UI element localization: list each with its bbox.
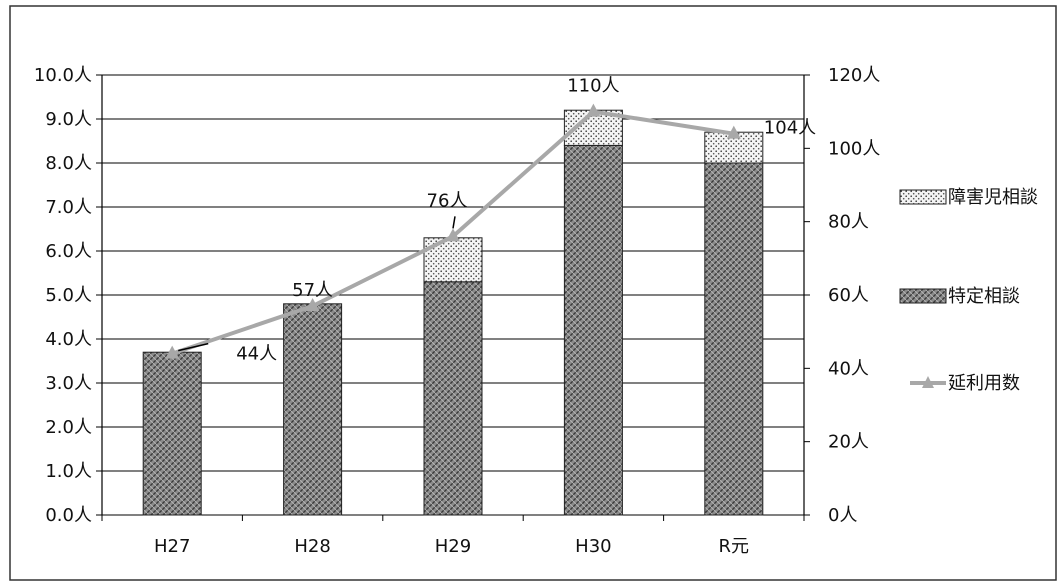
right-tick-label: 120人: [828, 65, 880, 86]
x-tick-label: H30: [575, 536, 611, 557]
left-tick-label: 8.0人: [45, 153, 92, 174]
left-axis: 0.0人 1.0人 2.0人 3.0人 4.0人 5.0人 6.0人 7.0人 8.0人 9.0人…: [34, 65, 102, 526]
left-tick-label: 2.0人: [45, 417, 92, 438]
legend-swatch-box: [899, 288, 947, 304]
data-label-leader: [452, 216, 456, 229]
right-tick-label: 20人: [828, 432, 869, 453]
x-axis: H27 H28 H29 H30 R元: [101, 515, 805, 557]
left-tick-label: 6.0人: [45, 241, 92, 262]
data-label: 104人: [764, 118, 816, 139]
bar-tokutei: [283, 303, 343, 516]
chart-border: [9, 5, 1057, 581]
bar-tokutei: [142, 351, 202, 516]
left-tick-label: 5.0人: [45, 285, 92, 306]
left-tick-label: 7.0人: [45, 197, 92, 218]
line-marker-triangle: [586, 103, 601, 117]
x-tick-label: H29: [435, 536, 471, 557]
line-marker-triangle: [726, 125, 741, 139]
line-series: [165, 103, 741, 359]
data-labels: 44人 57人 76人 110人 104人: [178, 76, 816, 365]
right-tick-label: 60人: [828, 285, 869, 306]
legend-label: 障害児相談: [948, 187, 1038, 208]
legend-swatch-box: [899, 189, 947, 205]
line-marker-triangle: [446, 228, 460, 242]
data-label: 57人: [292, 280, 333, 301]
right-axis: 0人 20人 40人 60人 80人 100人 120人: [804, 65, 880, 526]
left-tick-label: 1.0人: [45, 461, 92, 482]
bar-tokutei: [704, 162, 764, 516]
x-tick-label: H28: [294, 536, 330, 557]
left-tick-label: 4.0人: [45, 329, 92, 350]
x-tick-label: R元: [719, 536, 750, 557]
bar-tokutei: [423, 281, 483, 516]
data-label: 110人: [567, 76, 619, 97]
data-label: 44人: [236, 344, 277, 365]
left-tick-label: 0.0人: [45, 505, 92, 526]
legend-label: 特定相談: [948, 286, 1020, 307]
legend-swatch-marker: [922, 376, 934, 388]
right-tick-label: 80人: [828, 212, 869, 233]
right-tick-label: 0人: [828, 505, 857, 526]
bar-tokutei: [563, 144, 623, 516]
line-marker-triangle: [165, 345, 180, 359]
left-tick-label: 3.0人: [45, 373, 92, 394]
data-label: 76人: [427, 190, 468, 211]
bar-series: [142, 109, 764, 516]
legend-label: 延利用数: [948, 373, 1020, 394]
right-tick-label: 40人: [828, 358, 869, 379]
bar-shougaiji: [423, 237, 483, 283]
line-marker-triangle: [305, 298, 320, 311]
left-tick-label: 9.0人: [45, 109, 92, 130]
right-tick-label: 100人: [828, 138, 880, 159]
left-tick-label: 10.0人: [34, 65, 92, 86]
x-tick-label: H27: [154, 536, 190, 557]
data-label-leader: [178, 342, 209, 352]
